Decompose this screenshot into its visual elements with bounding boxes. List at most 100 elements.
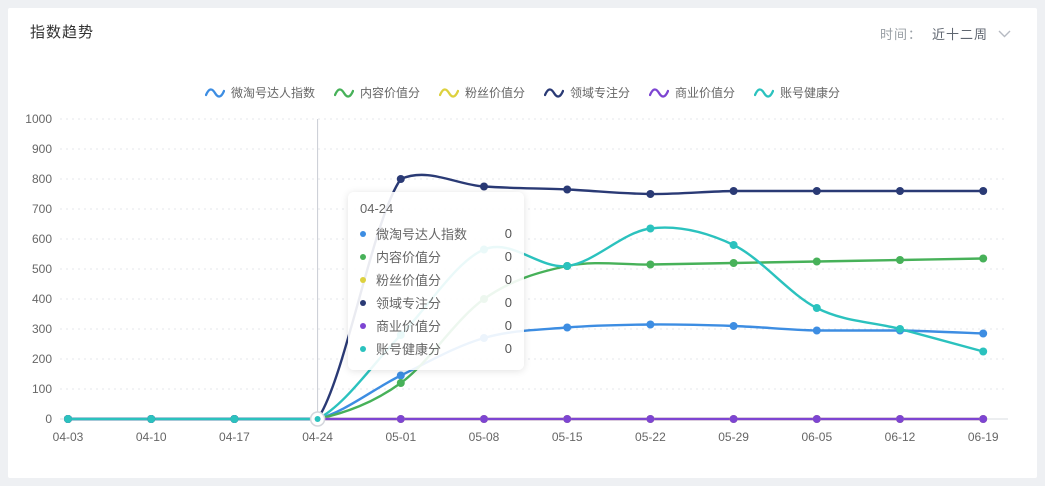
series-color-dot [360, 253, 366, 260]
line-series-icon [438, 87, 459, 98]
legend-item-label: 微淘号达人指数 [230, 86, 315, 100]
line-series-icon [754, 87, 775, 98]
tooltip-row-label: 内容价值分 [376, 250, 442, 265]
tooltip-row-label: 微淘号达人指数 [376, 227, 468, 242]
series-line [66, 257, 985, 421]
data-point [396, 379, 405, 387]
tooltip-date: 04-24 [360, 201, 394, 216]
legend-item-1[interactable]: 内容价值分 [333, 84, 420, 101]
y-axis-tick-label: 900 [32, 142, 52, 156]
y-axis-tick-label: 600 [32, 232, 52, 246]
tooltip-row: 商业价值分 0 [360, 314, 512, 337]
data-point [729, 241, 738, 249]
tooltip-row: 领域专注分 0 [360, 291, 512, 314]
y-axis-tick-label: 100 [32, 382, 52, 396]
data-point [64, 415, 72, 423]
data-point [646, 190, 655, 198]
legend-item-0[interactable]: 微淘号达人指数 [204, 84, 315, 101]
y-axis-tick-label: 400 [32, 292, 52, 306]
y-axis-tick-label: 700 [32, 202, 52, 216]
data-point [729, 187, 738, 195]
tooltip-row-value: 0 [504, 272, 512, 287]
tooltip-row-value: 0 [504, 295, 512, 310]
page-title: 指数趋势 [30, 24, 95, 41]
data-point [812, 326, 821, 335]
x-axis-tick-label: 05-22 [635, 430, 666, 444]
y-axis-tick-label: 1000 [25, 112, 52, 126]
y-axis-tick-label: 200 [32, 352, 52, 366]
x-axis-tick-label: 04-03 [53, 430, 84, 444]
data-point [979, 329, 988, 338]
tooltip-row-label: 粉丝价值分 [376, 273, 442, 288]
y-axis-tick-label: 300 [32, 322, 52, 336]
data-point [480, 415, 488, 423]
tooltip-row: 微淘号达人指数 0 [360, 222, 512, 245]
data-point [812, 257, 821, 266]
data-point [646, 320, 655, 329]
series-line [66, 173, 985, 421]
tooltip-row-value: 0 [504, 249, 512, 264]
hovered-point-dot [314, 416, 321, 422]
tooltip-row-label: 账号健康分 [376, 342, 442, 357]
x-axis-tick-label: 05-15 [552, 430, 583, 444]
series-color-dot [360, 230, 366, 237]
legend-item-5[interactable]: 账号健康分 [754, 84, 840, 101]
x-axis-tick-label: 06-19 [968, 430, 999, 444]
data-point [896, 187, 904, 195]
line-series-icon [204, 87, 225, 98]
data-point [812, 304, 821, 312]
data-point [563, 415, 572, 423]
data-point [563, 323, 572, 332]
tooltip-row-label: 商业价值分 [376, 319, 442, 334]
data-point [480, 182, 488, 191]
legend-item-4[interactable]: 商业价值分 [649, 84, 735, 101]
index-trend-card: 指数趋势 时间： 近十二周 微淘号达人指数 内容价值分 粉丝价值分 领域专注分 商业价值… [8, 8, 1037, 478]
data-point [396, 371, 405, 380]
data-point [646, 260, 655, 269]
legend-item-label: 账号健康分 [780, 86, 841, 100]
data-point [812, 187, 821, 195]
data-point [563, 185, 572, 194]
data-point [729, 415, 738, 423]
line-series-icon [544, 87, 564, 98]
data-point [396, 415, 405, 423]
x-axis-tick-label: 05-08 [469, 430, 500, 444]
series-line [66, 323, 985, 421]
tooltip-row: 账号健康分 0 [360, 337, 512, 360]
data-point [563, 262, 572, 270]
data-point [812, 415, 821, 423]
chart-tooltip: 04-24 微淘号达人指数 0 内容价值分 0 粉丝价值分 0 领域专注分 0 商业价值分 0 账号… [348, 192, 524, 370]
tooltip-row: 内容价值分 0 [360, 245, 512, 268]
x-axis-tick-label: 05-29 [718, 430, 749, 444]
y-axis-tick-label: 800 [32, 172, 52, 186]
series-color-dot [360, 322, 366, 329]
y-axis-tick-label: 500 [32, 262, 52, 276]
data-point [396, 175, 405, 183]
time-select-value: 近十二周 [931, 27, 988, 42]
series-color-dot [360, 299, 366, 306]
tooltip-row-value: 0 [504, 318, 512, 333]
legend-item-label: 商业价值分 [675, 86, 736, 100]
data-point [646, 415, 655, 423]
chevron-down-icon [998, 30, 1011, 37]
time-range-select[interactable]: 时间： 近十二周 [880, 24, 1011, 43]
legend-item-3[interactable]: 领域专注分 [544, 84, 630, 101]
legend-item-2[interactable]: 粉丝价值分 [438, 84, 525, 101]
x-axis-tick-label: 06-12 [885, 430, 916, 444]
data-point [979, 254, 988, 263]
x-axis-tick-label: 04-10 [136, 430, 167, 444]
series-line [66, 226, 985, 421]
legend-item-label: 领域专注分 [570, 86, 631, 100]
data-point [147, 415, 156, 423]
x-axis-tick-label: 04-17 [219, 430, 250, 444]
tooltip-row-value: 0 [504, 226, 512, 241]
time-select-label: 时间： [879, 27, 922, 42]
line-series-icon [649, 87, 670, 98]
data-point [729, 322, 738, 330]
tooltip-row: 粉丝价值分 0 [360, 268, 512, 291]
data-point [979, 187, 988, 195]
data-point [896, 325, 904, 333]
data-point [646, 224, 655, 233]
data-point [896, 256, 904, 264]
